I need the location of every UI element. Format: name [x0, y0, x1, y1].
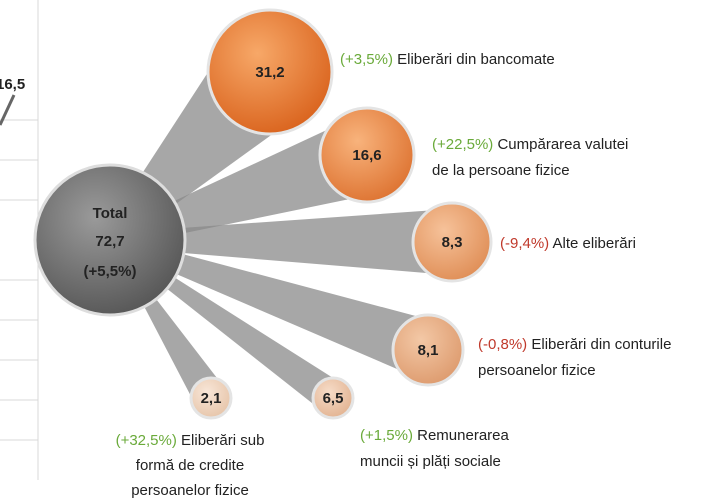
bubble: [318, 106, 416, 204]
label-line: Remunerarea: [417, 427, 509, 444]
change-label: (+32,5%): [116, 432, 177, 449]
total-change: (+5,5%): [84, 263, 137, 280]
bubble-value: 6,5: [323, 390, 344, 407]
bubble-label: de la persoane fizice: [432, 162, 570, 179]
change-label: (+22,5%): [432, 136, 493, 153]
bubble-label: persoanelor fizice: [478, 362, 596, 379]
bubble: [391, 313, 465, 387]
label-line: muncii și plăți sociale: [360, 453, 501, 470]
bubble-label: (+3,5%) Eliberări din bancomate: [340, 51, 555, 68]
bubble-label: formă de credite: [136, 457, 244, 474]
bubble: [206, 8, 334, 136]
bubble-value: 16,6: [352, 147, 381, 164]
connector: [145, 245, 438, 379]
bubble-value: 8,3: [442, 234, 463, 251]
label-line: Alte eliberări: [553, 235, 636, 252]
label-line: persoanelor fizice: [478, 362, 596, 379]
bubble-value: 31,2: [255, 64, 284, 81]
bubble-label: (-0,8%) Eliberări din conturile: [478, 336, 671, 353]
bubble-label: (+1,5%) Remunerarea: [360, 427, 509, 444]
bubble-value: 8,1: [418, 342, 439, 359]
bubble-value: 2,1: [201, 390, 222, 407]
bubble: [189, 376, 233, 420]
background-chart-fragment: [0, 0, 39, 480]
label-line: formă de credite: [136, 457, 244, 474]
label-line: Eliberări din bancomate: [397, 51, 555, 68]
change-label: (-9,4%): [500, 235, 549, 252]
label-line: Eliberări sub: [181, 432, 264, 449]
change-label: (-0,8%): [478, 336, 527, 353]
total-bubble: [33, 163, 187, 317]
label-line: de la persoane fizice: [432, 162, 570, 179]
total-label: Total: [93, 205, 128, 222]
bubble-label: (+22,5%) Cumpărarea valutei: [432, 136, 628, 153]
label-line: Eliberări din conturile: [531, 336, 671, 353]
change-label: (+3,5%): [340, 51, 393, 68]
label-line: Cumpărarea valutei: [497, 136, 628, 153]
bubble-label: (+32,5%) Eliberări sub: [116, 432, 265, 449]
connector: [149, 208, 453, 276]
bubble-label: muncii și plăți sociale: [360, 453, 501, 470]
bubble: [411, 201, 493, 283]
bubble: [311, 376, 355, 420]
total-value: 72,7: [95, 233, 124, 250]
label-line: persoanelor fizice: [131, 482, 249, 499]
connector: [139, 259, 343, 412]
fragment-label: 16,5: [0, 76, 25, 93]
bubble-label: (-9,4%) Alte eliberări: [500, 235, 636, 252]
bubble-label: persoanelor fizice: [131, 482, 249, 499]
connector: [128, 271, 226, 408]
change-label: (+1,5%): [360, 427, 413, 444]
